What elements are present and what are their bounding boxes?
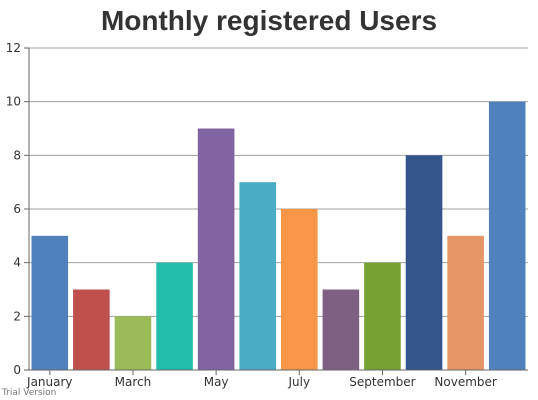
bar-july [280, 209, 318, 370]
bar-may [197, 128, 235, 370]
x-tick-label-july: July [287, 375, 310, 389]
y-tick-label: 0 [13, 363, 21, 377]
bar-september [364, 262, 401, 370]
x-tick-label-may: May [204, 375, 229, 389]
bar-august [322, 289, 360, 370]
bar-february [73, 289, 110, 370]
y-tick-label: 6 [13, 202, 21, 216]
gridlines [29, 47, 528, 317]
y-tick-label: 12 [6, 41, 21, 55]
bars [31, 101, 526, 371]
x-tick-label-january: January [26, 375, 73, 389]
y-tick-label: 10 [6, 95, 21, 109]
y-axis: 0 2 4 6 8 10 12 [6, 41, 30, 377]
bar-june [239, 182, 277, 370]
bar-october [405, 155, 443, 370]
x-tick-label-march: March [115, 375, 152, 389]
x-tick-label-september: September [349, 375, 415, 389]
bar-december [488, 101, 526, 371]
bar-march [114, 316, 152, 370]
y-tick-label: 4 [13, 256, 21, 270]
y-tick-label: 8 [13, 148, 21, 162]
trial-version-watermark: Trial Version [1, 388, 56, 398]
x-axis: January March May July September November [26, 369, 528, 389]
bar-january [31, 235, 69, 370]
chart-title: Monthly registered Users [101, 5, 437, 36]
bar-november [447, 235, 484, 370]
x-tick-label-november: November [434, 375, 496, 389]
bar-april [156, 262, 193, 370]
y-tick-label: 2 [13, 309, 21, 323]
